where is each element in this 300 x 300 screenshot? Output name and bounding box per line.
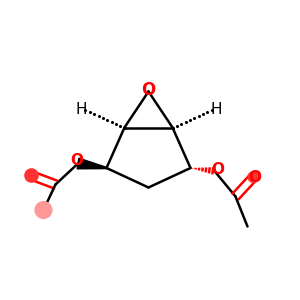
- Text: H: H: [210, 102, 222, 117]
- Circle shape: [248, 172, 259, 182]
- Circle shape: [35, 202, 52, 218]
- Text: O: O: [70, 153, 83, 168]
- Text: O: O: [212, 162, 225, 177]
- Text: O: O: [248, 169, 262, 184]
- Text: O: O: [141, 81, 156, 99]
- Polygon shape: [77, 158, 106, 169]
- Text: H: H: [75, 102, 87, 117]
- Circle shape: [25, 169, 38, 182]
